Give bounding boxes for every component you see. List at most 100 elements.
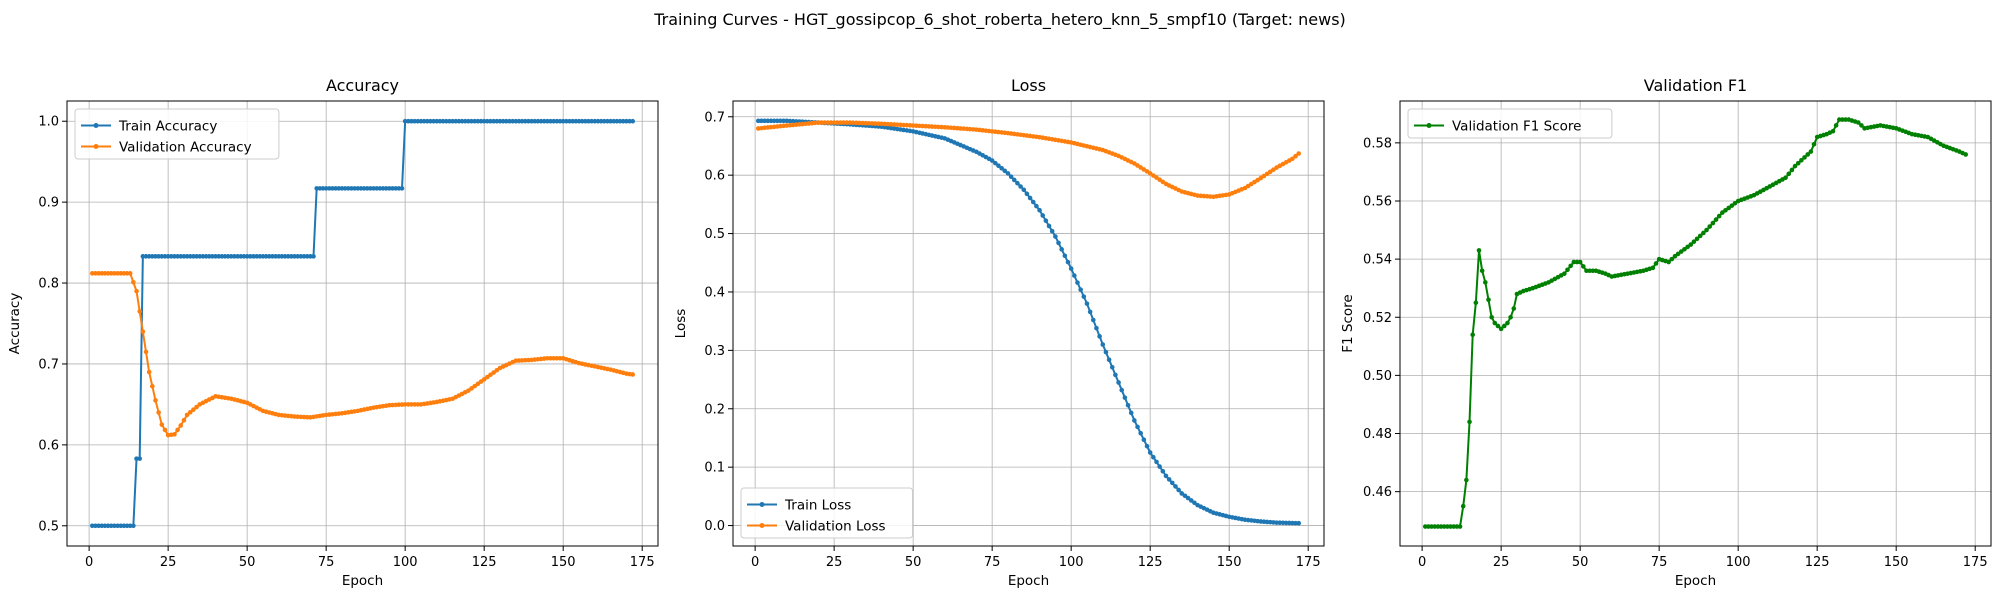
data-point: [1498, 326, 1504, 332]
data-point: [1685, 244, 1690, 250]
data-point: [545, 118, 550, 124]
data-point: [336, 186, 342, 191]
data-point: [263, 254, 269, 259]
data-point: [156, 410, 161, 415]
data-point: [406, 402, 411, 407]
data-point: [564, 118, 569, 124]
data-point: [1138, 430, 1143, 436]
data-point: [522, 118, 528, 124]
legend: Train Accuracy Validation Accuracy: [74, 108, 280, 160]
data-point: [380, 186, 386, 191]
data-point: [1040, 213, 1046, 218]
data-point: [181, 254, 187, 259]
data-point: [781, 118, 786, 124]
data-point: [1795, 160, 1801, 166]
data-point: [187, 254, 193, 259]
data-point: [1144, 443, 1150, 449]
data-point: [134, 456, 139, 461]
data-point: [765, 118, 771, 124]
data-point: [1170, 480, 1175, 486]
x-tick-label: 175: [1963, 555, 1988, 570]
data-point: [320, 186, 326, 191]
data-point: [415, 118, 421, 124]
data-point: [358, 186, 364, 191]
legend-label: Validation Accuracy: [119, 140, 252, 156]
data-point: [1053, 234, 1058, 239]
data-point: [554, 118, 560, 124]
data-point: [254, 254, 259, 259]
data-point: [819, 120, 824, 125]
data-point: [162, 254, 168, 259]
data-point: [1109, 365, 1115, 370]
data-point: [462, 118, 468, 124]
data-point: [89, 271, 95, 276]
data-point: [1119, 387, 1125, 393]
data-point: [611, 118, 617, 124]
data-point: [1808, 149, 1814, 154]
data-point: [1723, 207, 1728, 213]
data-point: [238, 254, 244, 259]
data-point: [774, 118, 780, 124]
legend-marker: [93, 123, 99, 128]
data-point: [1713, 217, 1719, 222]
data-point: [586, 118, 591, 124]
data-point: [1483, 280, 1488, 285]
data-point: [838, 120, 843, 125]
x-tick-label: 100: [393, 555, 418, 570]
y-axis-label: Loss: [673, 309, 689, 339]
data-point: [576, 118, 582, 124]
data-point: [434, 118, 440, 124]
data-point: [108, 271, 114, 276]
y-tick-label: 0.56: [1363, 194, 1392, 209]
data-point: [500, 118, 506, 124]
data-point: [620, 118, 626, 124]
data-point: [1046, 223, 1052, 229]
data-point: [1084, 301, 1090, 306]
data-point: [1128, 410, 1134, 416]
subplot-2: 0 25 50 75 100 125 150 175 0.0 0.1 0.2 0.3 0.4 0.5 0.6…: [673, 76, 1325, 589]
y-tick-label: 0.1: [704, 461, 725, 476]
data-point: [475, 118, 481, 124]
data-point: [491, 118, 496, 124]
data-point: [273, 254, 278, 259]
y-tick-label: 0.7: [704, 110, 725, 125]
data-point: [488, 372, 493, 378]
data-point: [1732, 201, 1738, 206]
data-point: [244, 254, 250, 259]
data-point: [1729, 203, 1735, 208]
data-point: [1460, 503, 1466, 509]
data-point: [630, 372, 636, 377]
x-tick-label: 50: [239, 555, 256, 570]
data-point: [1694, 236, 1700, 242]
data-point: [1783, 175, 1788, 181]
subplot-title: Loss: [1011, 76, 1046, 95]
data-point: [1855, 120, 1861, 125]
data-point: [560, 118, 566, 124]
data-point: [624, 118, 629, 124]
data-point: [453, 118, 459, 124]
y-tick-label: 0.3: [704, 344, 725, 359]
data-point: [1432, 524, 1438, 529]
data-point: [545, 355, 550, 361]
data-point: [159, 422, 165, 427]
data-point: [1018, 184, 1023, 189]
data-point: [1135, 424, 1140, 430]
data-point: [1799, 157, 1804, 163]
data-point: [424, 118, 430, 124]
data-point: [510, 118, 515, 124]
data-point: [235, 254, 240, 259]
data-point: [1173, 484, 1178, 489]
data-point: [1188, 498, 1194, 503]
data-point: [1789, 167, 1795, 173]
data-point: [598, 118, 604, 124]
data-point: [513, 118, 519, 124]
data-point: [260, 254, 266, 259]
data-point: [583, 118, 588, 124]
data-point: [431, 118, 436, 124]
data-point: [999, 165, 1004, 171]
data-point: [102, 523, 108, 529]
data-point: [1457, 524, 1463, 529]
data-point: [1479, 268, 1485, 274]
data-point: [1811, 142, 1817, 147]
